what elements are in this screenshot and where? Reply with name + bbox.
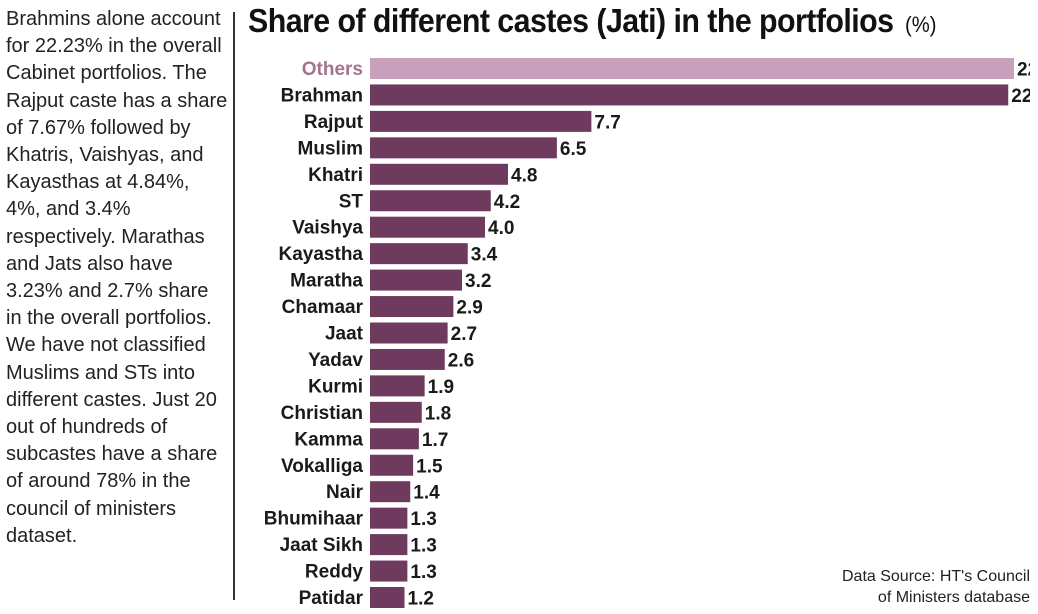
category-label-bhumihaar: Bhumihaar: [264, 509, 364, 530]
bar-maratha: [370, 269, 462, 291]
bar-muslim: [370, 137, 557, 159]
value-label-muslim: 6.5: [560, 139, 587, 160]
category-label-maratha: Maratha: [290, 271, 363, 292]
value-label-bhumihaar: 1.3: [410, 509, 436, 530]
category-label-patidar: Patidar: [299, 588, 364, 609]
bar-patidar: [370, 587, 405, 608]
category-label-reddy: Reddy: [305, 562, 364, 583]
value-label-christian: 1.8: [425, 403, 451, 424]
category-label-chamaar: Chamaar: [282, 297, 364, 318]
category-label-yadav: Yadav: [308, 350, 363, 371]
category-label-muslim: Muslim: [298, 138, 363, 159]
data-source-line-2: of Ministers database: [877, 589, 1030, 606]
bar-yadav: [370, 348, 445, 370]
sidebar-text: Brahmins alone account for 22.23% in the…: [6, 8, 228, 547]
value-label-yadav: 2.6: [448, 350, 474, 371]
bar-st: [370, 190, 491, 212]
category-label-christian: Christian: [281, 403, 363, 424]
bar-kayastha: [370, 243, 468, 265]
value-label-kayastha: 3.4: [471, 245, 498, 266]
category-label-kayastha: Kayastha: [279, 244, 364, 265]
chart-title: Share of different castes (Jati) in the …: [248, 2, 894, 39]
bar-jaat: [370, 322, 448, 344]
value-label-jaat: 2.7: [451, 324, 477, 345]
value-label-reddy: 1.3: [410, 562, 436, 583]
category-label-rajput: Rajput: [304, 112, 364, 133]
category-label-vokalliga: Vokalliga: [281, 456, 363, 477]
bar-chamaar: [370, 296, 454, 318]
bar-rajput: [370, 110, 592, 132]
value-label-vokalliga: 1.5: [416, 456, 443, 477]
bar-reddy: [370, 560, 408, 582]
category-label-nair: Nair: [326, 482, 364, 503]
category-label-kamma: Kamma: [294, 429, 363, 450]
category-label-kurmi: Kurmi: [308, 376, 363, 397]
category-label-st: ST: [339, 191, 364, 212]
bar-kurmi: [370, 375, 425, 397]
value-label-rajput: 7.7: [594, 112, 620, 133]
value-label-st: 4.2: [494, 192, 520, 213]
bar-vokalliga: [370, 454, 414, 476]
value-label-patidar: 1.2: [408, 589, 434, 610]
bar-khatri: [370, 163, 508, 185]
bar-others: [370, 58, 1014, 79]
category-label-khatri: Khatri: [308, 165, 363, 186]
category-label-vaishya: Vaishya: [292, 218, 363, 239]
value-label-jaat-sikh: 1.3: [410, 536, 436, 557]
value-label-chamaar: 2.9: [456, 298, 482, 319]
bar-jaat-sikh: [370, 534, 408, 556]
value-label-brahman: 22.2: [1011, 86, 1030, 107]
bar-brahman: [370, 84, 1009, 106]
category-label-brahman: Brahman: [281, 85, 363, 106]
category-label-jaat-sikh: Jaat Sikh: [280, 535, 363, 556]
data-source: Data Source: HT's Council of Ministers d…: [842, 566, 1030, 608]
value-label-khatri: 4.8: [511, 165, 537, 186]
value-label-maratha: 3.2: [465, 271, 491, 292]
value-label-kurmi: 1.9: [428, 377, 454, 398]
data-source-line-1: Data Source: HT's Council: [841, 568, 1030, 585]
chart-title-wrap: Share of different castes (Jati) in the …: [248, 2, 937, 40]
category-label-others: Others: [302, 59, 363, 80]
bar-nair: [370, 481, 411, 503]
value-label-kamma: 1.7: [422, 430, 448, 451]
bar-bhumihaar: [370, 507, 408, 529]
divider: [233, 12, 235, 600]
bar-chart: Others 22.4 Brahman 22.2 Rajput 7.7 Muslim 6.5 K…: [264, 58, 1030, 610]
category-label-jaat: Jaat: [325, 324, 364, 345]
bar-vaishya: [370, 216, 485, 238]
bar-kamma: [370, 428, 419, 450]
value-label-nair: 1.4: [413, 483, 440, 504]
bar-christian: [370, 401, 422, 423]
chart-unit: (%): [905, 12, 937, 37]
value-label-vaishya: 4.0: [488, 218, 514, 239]
value-label-others: 22.4: [1017, 60, 1030, 81]
